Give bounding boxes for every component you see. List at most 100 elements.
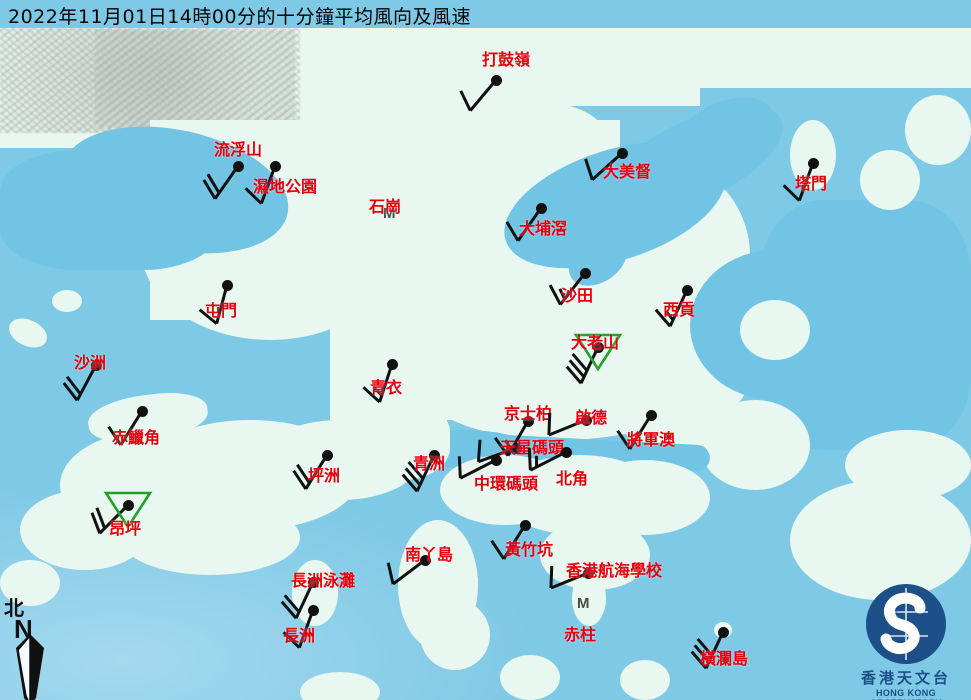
water-deep-bay-ext [0, 150, 220, 270]
compass-needle-icon [16, 634, 44, 700]
landmass-lantau-south [120, 500, 300, 575]
wind-barb-icon [584, 151, 624, 181]
wind-barb-icon [292, 454, 329, 490]
wind-barb-icon [386, 558, 426, 586]
station-label: 屯門 [205, 301, 238, 320]
station-dot [90, 359, 102, 371]
landmass-lamma-south [420, 600, 490, 670]
station-label: 橫瀾島 [700, 649, 749, 668]
compass-rose: 北 N [4, 592, 64, 700]
wind-barb-icon [505, 207, 543, 242]
station-dot [616, 147, 628, 159]
wind-barb-icon [198, 284, 229, 325]
station-label: 京士柏 [504, 404, 553, 423]
landmass-sai-kung-islet [740, 300, 810, 360]
wind-barb-icon [280, 581, 315, 620]
landmass-po-toi [620, 660, 670, 700]
gust-triangle-icon [573, 333, 623, 372]
gust-triangle-icon [103, 491, 153, 530]
hko-logo: 香港天文台 HONG KONG OBSERVATORY [846, 582, 966, 700]
station-label: 西貢 [663, 300, 696, 319]
wind-barb-icon [549, 566, 589, 590]
station-dot [807, 157, 819, 169]
missing-data-marker: M [383, 205, 396, 222]
urban-satellite-texture-2 [95, 30, 295, 128]
wind-barb-icon [616, 414, 653, 450]
station-label: 濕地公園 [253, 177, 318, 196]
station-dot [510, 442, 522, 454]
page-title: 2022年11月01日14時00分的十分鐘平均風向及風速 [8, 6, 472, 28]
station-label: 北角 [556, 469, 589, 488]
wind-barb-icon [90, 491, 153, 535]
station-label: 昂坪 [109, 519, 142, 538]
landmass-tsing-yi [370, 350, 460, 410]
landmass-se-islet [500, 655, 560, 700]
landmass-stanley-peninsula [572, 570, 606, 626]
landmass-clearwater-bay [700, 400, 810, 490]
station-label: 香港航海學校 [566, 561, 663, 580]
wind-barb-icon [548, 272, 587, 306]
station-label: 流浮山 [214, 140, 263, 159]
wind-barb-icon [362, 363, 394, 404]
station-dot [269, 160, 281, 172]
station-dot [579, 267, 591, 279]
station-dot [386, 358, 398, 370]
landmass-mainland-ne [640, 28, 971, 88]
station-label: 黃竹坑 [505, 540, 554, 559]
station-dot [419, 554, 431, 566]
station-dot [307, 604, 319, 616]
station-label: 青洲 [413, 454, 446, 473]
landmass-bottom-islet [300, 672, 380, 700]
hko-logo-name-cn: 香港天文台 [860, 669, 951, 687]
wind-barb-icon [690, 631, 725, 670]
station-label: 將軍澳 [627, 430, 676, 449]
station-label: 青衣 [370, 378, 403, 397]
station-dot [321, 449, 333, 461]
station-dot [645, 409, 657, 421]
station-dot [136, 405, 148, 417]
station-dot [232, 160, 244, 172]
station-label: 坪洲 [308, 466, 341, 485]
landmass-ne-islet-2 [905, 95, 971, 165]
wind-barb-icon [107, 410, 144, 446]
wind-barb-icon [565, 333, 623, 385]
station-label: 天星碼頭 [500, 438, 565, 457]
station-dot [592, 341, 604, 353]
station-label: 中環碼頭 [474, 474, 539, 493]
wind-barb-icon [527, 448, 567, 472]
wind-barb-icon [282, 609, 315, 649]
station-dot [582, 567, 594, 579]
wind-barb-icon [457, 456, 497, 480]
compass-label-cn: 北 [4, 596, 24, 620]
station-label: 大埔滘 [519, 219, 568, 238]
landmass-w-lantau-islet [0, 560, 60, 606]
hko-logo-name-en: HONG KONG OBSERVATORY [870, 688, 942, 700]
station-label: 石崗 [369, 197, 402, 216]
station-dot [490, 454, 502, 466]
landmass-se-big [790, 480, 971, 600]
station-dot [522, 415, 534, 427]
station-dot [122, 499, 134, 511]
wind-barb-icon [547, 413, 587, 437]
station-label: 大美督 [603, 162, 652, 181]
wind-barb-icon [654, 289, 689, 328]
station-label: 啟德 [575, 408, 608, 427]
station-dot [428, 449, 440, 461]
station-dot [681, 284, 693, 296]
hko-logo-icon [866, 584, 946, 664]
station-label: 打鼓嶺 [482, 50, 531, 69]
landmass-e-islet [845, 430, 971, 500]
station-label: 大老山 [571, 333, 620, 352]
station-label: 赤鱲角 [112, 428, 161, 447]
wind-barb-icon [62, 364, 98, 402]
station-dot [519, 519, 531, 531]
station-label: 赤柱 [564, 625, 597, 644]
wind-barb-icon [459, 79, 498, 112]
station-dot [221, 279, 233, 291]
landmass-ne-islet-1 [860, 150, 920, 210]
station-label: 沙洲 [74, 353, 107, 372]
wind-barb-icon [401, 454, 436, 493]
station-label: 長洲 [283, 626, 316, 645]
station-label: 長洲泳灘 [291, 571, 356, 590]
